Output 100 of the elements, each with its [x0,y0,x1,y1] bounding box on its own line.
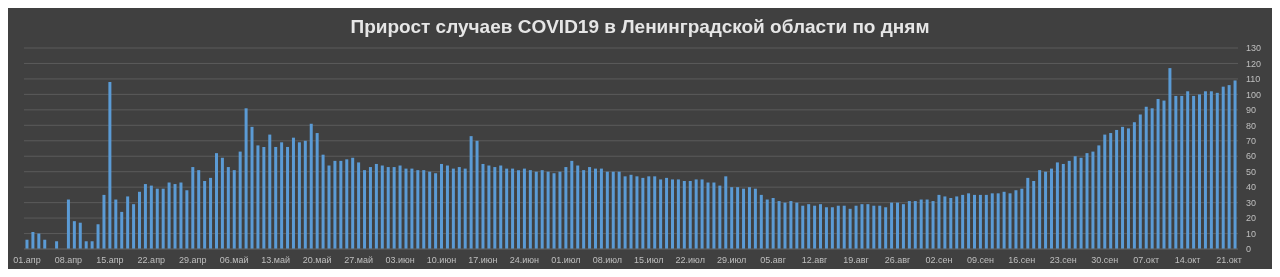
bar [339,160,343,249]
chart-title: Прирост случаев COVID19 в Ленинградской области по дням [349,15,931,39]
bar [1002,191,1006,249]
y-tick-label: 60 [1246,151,1257,162]
bar [191,167,195,249]
bar [789,201,793,249]
bar [759,194,763,249]
bar [161,188,165,249]
x-tick-label: 08.апр [54,255,83,266]
bar [1174,95,1178,249]
bar [244,108,248,249]
bar [1162,100,1166,249]
bar [872,205,876,249]
bar [795,202,799,249]
bar [309,123,313,249]
bar [1055,162,1059,249]
x-tick-label: 09.сен [966,255,994,266]
x-tick-label: 30.сен [1091,255,1119,266]
bar [1233,80,1237,249]
bar [919,199,923,249]
bar [1115,129,1119,249]
bar [108,82,112,249]
bar [499,165,503,249]
bar [1209,91,1213,249]
bar [1156,99,1160,249]
bar [860,204,864,249]
bar [801,205,805,249]
bar [1103,134,1107,249]
x-tick-label: 02.сен [925,255,953,266]
x-tick-label: 14.окт [1174,255,1201,266]
bar [179,182,183,249]
bar [1008,193,1012,249]
bar [78,222,82,249]
bar [682,180,686,249]
bar [842,205,846,249]
bar [854,205,858,249]
bar [1091,151,1095,249]
bar [605,171,609,249]
bar [368,167,372,249]
bar [1032,180,1036,249]
bar [1180,95,1184,249]
bar [386,167,390,249]
bar [647,176,651,249]
bar [155,188,159,249]
bar [588,167,592,249]
bar [126,196,130,249]
bar [1020,188,1024,249]
bar [972,194,976,249]
bar [345,159,349,249]
bar [653,176,657,249]
bar [1132,122,1136,249]
bar [440,163,444,249]
bar [238,151,242,249]
bar [771,197,775,249]
bar [742,188,746,249]
bar [511,168,515,249]
bar [481,163,485,249]
bar [1138,114,1142,249]
bar [1085,153,1089,249]
bar [1227,85,1231,249]
bar [694,179,698,249]
bar [143,184,147,249]
x-tick-label: 17.июн [468,255,498,266]
bar [890,202,894,249]
bar [203,180,207,249]
bar [866,204,870,249]
bar [333,160,337,249]
bar [1044,171,1048,249]
bar [611,171,615,249]
bar [546,171,550,249]
bar [990,193,994,249]
bar [274,146,278,249]
bar [351,157,355,249]
x-tick-label: 06.май [219,255,249,266]
bar [167,182,171,249]
bar [262,146,266,249]
bar [505,168,509,249]
bar [428,171,432,249]
bar [635,176,639,249]
x-tick-label: 21.окт [1216,255,1242,266]
bar [374,163,378,249]
bar [404,168,408,249]
bar [1079,157,1083,249]
bar [978,194,982,249]
bar [209,177,213,249]
bar [724,176,728,249]
x-tick-label: 05.авг [760,255,787,266]
bar [226,167,230,249]
bar [96,224,100,249]
x-tick-label: 16.сен [1008,255,1036,266]
bar [1198,94,1202,249]
bar [1038,170,1042,249]
x-tick-label: 29.июл [717,255,747,266]
bar [1097,145,1101,249]
bar [659,179,663,249]
x-tick-label: 24.июн [509,255,540,266]
x-tick-label: 08.июл [592,255,622,266]
bar [996,193,1000,249]
bar [1168,68,1172,249]
y-tick-label: 50 [1246,166,1257,177]
